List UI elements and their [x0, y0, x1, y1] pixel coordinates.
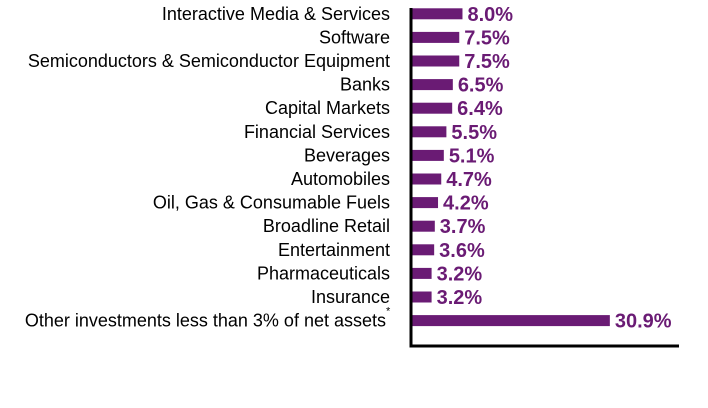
- value-label: 3.7%: [440, 216, 486, 238]
- category-label: Interactive Media & Services: [162, 4, 390, 24]
- category-label: Oil, Gas & Consumable Fuels: [153, 193, 390, 213]
- category-label: Other investments less than 3% of net as…: [25, 311, 386, 331]
- category-label: Insurance: [311, 287, 390, 307]
- bar: [411, 315, 610, 327]
- value-label: 8.0%: [467, 4, 513, 26]
- bar: [411, 8, 463, 20]
- category-label: Beverages: [304, 145, 390, 165]
- bar: [411, 55, 460, 67]
- value-label: 4.7%: [446, 169, 492, 191]
- value-label: 5.1%: [449, 145, 495, 167]
- value-label: 6.5%: [458, 75, 504, 97]
- bar: [411, 197, 439, 209]
- value-label: 5.5%: [451, 122, 497, 144]
- value-label: 7.5%: [464, 27, 510, 49]
- bar: [411, 79, 453, 91]
- category-label: Entertainment: [278, 240, 390, 260]
- value-label: 6.4%: [457, 98, 503, 120]
- category-label: Capital Markets: [265, 98, 390, 118]
- value-labels: 8.0%7.5%7.5%6.5%6.4%5.5%5.1%4.7%4.2%3.7%…: [437, 4, 672, 333]
- category-label: Pharmaceuticals: [257, 263, 390, 283]
- value-label: 3.2%: [437, 263, 483, 285]
- value-label: 30.9%: [615, 311, 672, 333]
- bar: [411, 244, 435, 256]
- footnote-marker: *: [386, 306, 391, 318]
- value-label: 3.6%: [439, 240, 485, 262]
- bar: [411, 31, 460, 43]
- bar: [411, 102, 453, 114]
- category-label: Financial Services: [244, 122, 390, 142]
- value-label: 7.5%: [464, 51, 510, 73]
- bars-layer: [411, 8, 610, 327]
- bar: [411, 291, 432, 303]
- bar: [411, 126, 447, 138]
- category-labels: Interactive Media & Services Software Semi…: [25, 4, 391, 331]
- bar: [411, 173, 442, 185]
- category-label: Software: [319, 27, 390, 47]
- value-label: 3.2%: [437, 287, 483, 309]
- category-label: Automobiles: [291, 169, 390, 189]
- bar: [411, 267, 432, 279]
- value-label: 4.2%: [443, 193, 489, 215]
- category-label: Broadline Retail: [263, 216, 390, 236]
- bar: [411, 220, 435, 232]
- category-label: Banks: [340, 75, 390, 95]
- category-label: Semiconductors & Semiconductor Equipment: [28, 51, 390, 71]
- bar: [411, 149, 444, 161]
